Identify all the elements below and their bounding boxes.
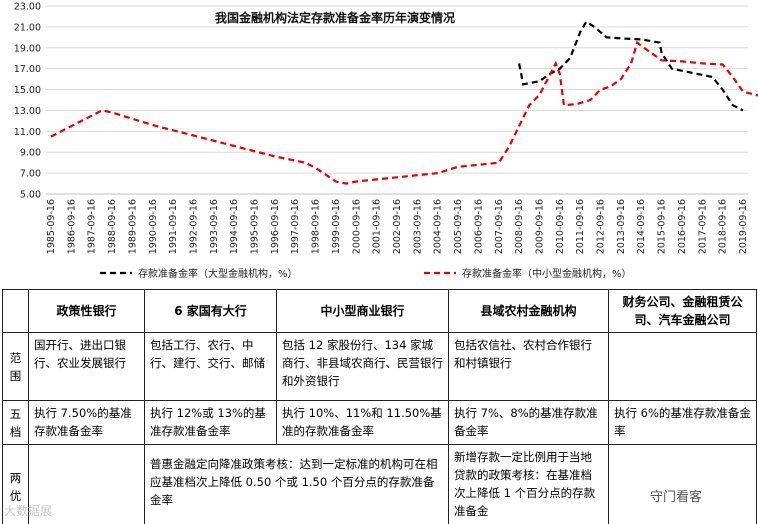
y-tick-label: 7.00 bbox=[20, 169, 41, 180]
x-tick-label: 2008-09-16 bbox=[514, 199, 525, 254]
x-tick-label: 1994-09-16 bbox=[229, 199, 240, 254]
x-tick-label: 1999-09-16 bbox=[331, 199, 342, 254]
x-tick-label: 2001-09-16 bbox=[372, 199, 383, 254]
x-tick-label: 1985-09-16 bbox=[46, 199, 57, 254]
x-tick-label: 2002-09-16 bbox=[392, 199, 403, 254]
x-tick-label: 1988-09-16 bbox=[107, 199, 118, 254]
chart-title: 我国金融机构法定存款准备金率历年演变情况 bbox=[215, 10, 455, 25]
x-tick-label: 1990-09-16 bbox=[148, 199, 159, 254]
y-tick-label: 13.00 bbox=[14, 106, 41, 117]
x-tick-label: 1986-09-16 bbox=[66, 199, 77, 254]
table-cell: 普惠金融定向降准政策考核：达到一定标准的机构可在相应基准档次上降低 0.50 个… bbox=[144, 444, 449, 524]
header-county-rural: 县域农村金融机构 bbox=[448, 289, 609, 333]
watermark-left: 大数据展 bbox=[4, 504, 53, 518]
x-tick-label: 2019-09-16 bbox=[738, 199, 749, 254]
series-line-1 bbox=[518, 20, 744, 112]
table-cell bbox=[608, 444, 757, 524]
legend-label-2: 存款准备金率（中小型金融机构，%） bbox=[462, 267, 632, 280]
table-cell: 执行 12%或 13%的基准存款准备金率 bbox=[144, 400, 277, 445]
table-cell: 包括 12 家股份行、134 家城商行、非县域农商行、民营银行和外资银行 bbox=[276, 332, 449, 401]
y-tick-label: 9.00 bbox=[20, 148, 41, 159]
x-tick-label: 2000-09-16 bbox=[351, 199, 362, 254]
legend-label-1: 存款准备金率（大型金融机构，%） bbox=[138, 267, 298, 280]
x-tick-label: 2013-09-16 bbox=[616, 199, 627, 254]
table-cell: 新增存款一定比例用于当地贷款的政策考核：在基准档次上降低 1 个百分点的存款准备… bbox=[448, 444, 609, 524]
table-cell: 国开行、进出口银行、农业发展银行 bbox=[28, 332, 145, 401]
table-cell: 执行 7.50%的基准存款准备金率 bbox=[28, 400, 145, 445]
line-chart: 5.00 7.00 9.00 11.00 13.00 15.00 17.00 19.00 21.… bbox=[14, 2, 758, 280]
y-tick-label: 15.00 bbox=[14, 85, 41, 96]
x-tick-label: 1997-09-16 bbox=[290, 199, 301, 254]
header-small-medium-banks: 中小型商业银行 bbox=[276, 289, 449, 333]
x-tick-label: 2015-09-16 bbox=[657, 199, 668, 254]
table-cell: 执行 10%、11%和 11.50%基准的存款准备金率 bbox=[276, 400, 449, 445]
x-tick-label: 2006-09-16 bbox=[473, 199, 484, 254]
x-tick-label: 2012-09-16 bbox=[596, 199, 607, 254]
x-tick-label: 2014-09-16 bbox=[636, 199, 647, 254]
table-cell bbox=[608, 332, 757, 401]
x-tick-label: 2005-09-16 bbox=[453, 199, 464, 254]
x-tick-label: 1987-09-16 bbox=[87, 199, 98, 254]
header-corner bbox=[2, 289, 29, 333]
table-cell: 执行 7%、8%的基准存款准备金率 bbox=[448, 400, 609, 445]
y-tick-label: 23.00 bbox=[14, 2, 41, 13]
y-tick-label: 19.00 bbox=[14, 43, 41, 54]
header-finance-companies: 财务公司、金融租赁公司、汽车金融公司 bbox=[608, 289, 757, 333]
table-cell: 包括工行、农行、中行、建行、交行、邮储 bbox=[144, 332, 277, 401]
x-tick-label: 2016-09-16 bbox=[677, 199, 688, 254]
x-tick-label: 2004-09-16 bbox=[433, 199, 444, 254]
y-tick-label: 21.00 bbox=[14, 22, 41, 33]
row-label-scope: 范围 bbox=[2, 332, 29, 401]
y-tick-label: 11.00 bbox=[14, 127, 41, 138]
y-tick-label: 5.00 bbox=[20, 190, 41, 201]
table-header-row: 政策性银行 6 家国有大行 中小型商业银行 县域农村金融机构 财务公司、金融租赁… bbox=[2, 289, 757, 333]
header-policy-banks: 政策性银行 bbox=[28, 289, 145, 333]
x-tick-label: 1995-09-16 bbox=[250, 199, 261, 254]
x-tick-label: 2018-09-16 bbox=[718, 199, 729, 254]
row-label-tiers: 五档 bbox=[2, 400, 29, 445]
table-cell: 执行 6%的基准存款准备金率 bbox=[608, 400, 757, 445]
x-tick-label: 1992-09-16 bbox=[188, 199, 199, 254]
x-tick-label: 2003-09-16 bbox=[412, 199, 423, 254]
x-tick-label: 2011-09-16 bbox=[575, 199, 586, 254]
x-tick-label: 1998-09-16 bbox=[311, 199, 322, 254]
table-cell: 包括农信社、农村合作银行和村镇银行 bbox=[448, 332, 609, 401]
series-line-2 bbox=[50, 40, 758, 185]
x-tick-label: 1993-09-16 bbox=[209, 199, 220, 254]
table-row-scope: 范围 国开行、进出口银行、农业发展银行 包括工行、农行、中行、建行、交行、邮储 … bbox=[2, 332, 757, 401]
x-tick-label: 2017-09-16 bbox=[697, 199, 708, 254]
chart-area: 5.00 7.00 9.00 11.00 13.00 15.00 17.00 19.00 21.… bbox=[13, 1, 758, 280]
y-tick-label: 17.00 bbox=[14, 64, 41, 75]
x-tick-label: 2009-09-16 bbox=[534, 199, 545, 254]
watermark-right: 守门看客 bbox=[650, 490, 703, 505]
x-tick-label: 2010-09-16 bbox=[555, 199, 566, 254]
table-row-tiers: 五档 执行 7.50%的基准存款准备金率 执行 12%或 13%的基准存款准备金… bbox=[2, 400, 757, 445]
x-tick-label: 1996-09-16 bbox=[270, 199, 281, 254]
table-row-preferences: 两优 普惠金融定向降准政策考核：达到一定标准的机构可在相应基准档次上降低 0.5… bbox=[2, 444, 757, 524]
x-tick-label: 1989-09-16 bbox=[127, 199, 138, 254]
header-state-banks: 6 家国有大行 bbox=[144, 289, 277, 333]
reserve-ratio-table: 政策性银行 6 家国有大行 中小型商业银行 县域农村金融机构 财务公司、金融租赁… bbox=[2, 289, 757, 524]
x-tick-label: 1991-09-16 bbox=[168, 199, 179, 254]
x-tick-label: 2007-09-16 bbox=[494, 199, 505, 254]
